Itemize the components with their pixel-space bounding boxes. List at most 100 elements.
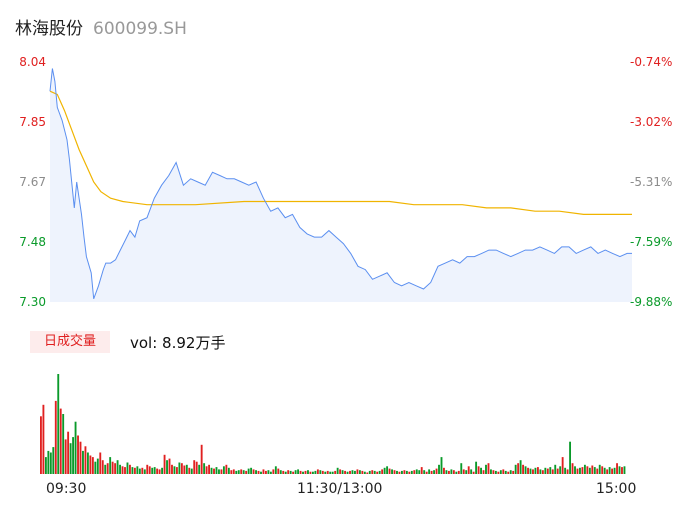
volume-bar — [571, 463, 574, 474]
volume-bar — [86, 452, 89, 474]
volume-bar — [329, 471, 332, 474]
volume-bar — [59, 408, 62, 474]
volume-bar — [188, 467, 191, 474]
volume-bar — [420, 467, 423, 474]
volume-bar — [487, 463, 490, 474]
volume-bar — [475, 461, 478, 474]
daily-volume-tab[interactable]: 日成交量 — [30, 331, 110, 353]
pct-tick-2: -3.02% — [630, 115, 673, 129]
volume-bar — [269, 471, 272, 474]
volume-bar — [274, 466, 277, 474]
volume-bar — [331, 471, 334, 474]
volume-bar — [74, 421, 77, 474]
volume-bar — [334, 470, 337, 474]
volume-bar — [401, 470, 403, 474]
stock-title: 林海股份 600099.SH — [15, 14, 187, 39]
volume-bar — [366, 472, 369, 474]
volume-bar — [485, 464, 487, 474]
volume-bar — [514, 464, 517, 474]
volume-bar — [358, 470, 361, 474]
volume-bar — [351, 470, 354, 474]
volume-bar — [413, 470, 416, 474]
volume-bar — [119, 464, 121, 474]
volume-bar — [408, 471, 411, 474]
volume-bar — [124, 467, 126, 474]
volume-bar — [428, 469, 431, 474]
volume-bar — [534, 467, 537, 474]
volume-bar — [490, 469, 492, 474]
volume-bar — [440, 457, 443, 474]
volume-bar — [168, 458, 171, 474]
volume-bar — [470, 469, 473, 474]
volume-bar — [220, 469, 223, 474]
volume-bar — [383, 467, 386, 474]
y-tick-2: 7.85 — [19, 115, 46, 129]
volume-bar — [114, 463, 117, 474]
volume-bar — [44, 457, 47, 474]
volume-bar — [42, 404, 45, 474]
volume-bar — [126, 462, 129, 474]
volume-bar — [396, 470, 398, 474]
volume-bar — [467, 466, 470, 474]
volume-bar — [163, 454, 166, 474]
volume-bar — [146, 464, 149, 474]
volume-bar — [601, 466, 604, 474]
volume-bar — [494, 470, 497, 474]
x-tick-midday: 11:30/13:00 — [297, 481, 383, 497]
volume-bar — [598, 464, 601, 474]
volume-bar — [527, 467, 529, 474]
volume-bar — [109, 457, 112, 474]
volume-bar — [509, 470, 512, 474]
price-line — [49, 68, 632, 299]
volume-bar — [94, 461, 97, 474]
volume-bar — [596, 468, 599, 474]
volume-bar — [133, 467, 136, 474]
stock-code: 600099.SH — [93, 19, 187, 39]
volume-bar — [136, 466, 139, 474]
volume-bar — [616, 463, 618, 474]
volume-bar — [222, 466, 225, 474]
volume-bar — [438, 464, 440, 474]
volume-bar — [62, 414, 65, 474]
volume-bar — [462, 469, 465, 474]
volume-bar — [378, 470, 381, 474]
volume-bar — [200, 444, 203, 474]
volume-bar — [166, 460, 168, 474]
volume-bar — [504, 470, 507, 474]
volume-bar — [556, 468, 559, 474]
y-tick-1: 8.04 — [19, 55, 46, 69]
volume-bar — [559, 466, 562, 474]
volume-bar — [611, 468, 614, 474]
volume-bar — [297, 469, 300, 474]
volume-bar — [361, 470, 364, 474]
volume-bar — [363, 471, 366, 474]
volume-bar — [447, 470, 450, 474]
volume-bar — [277, 468, 280, 474]
volume-bar — [477, 466, 480, 474]
volume-bar — [203, 463, 206, 474]
volume-bar — [205, 466, 208, 474]
volume-bar — [561, 457, 564, 474]
volume-bar — [279, 470, 282, 474]
volume-bar — [210, 467, 213, 474]
volume-bar — [84, 446, 87, 474]
volume-bar — [549, 467, 552, 474]
volume-bar — [255, 470, 257, 474]
volume-bar — [178, 462, 181, 474]
volume-bar — [517, 463, 520, 474]
volume-bar — [153, 467, 156, 474]
volume-bar — [227, 467, 230, 474]
volume-bar — [532, 469, 534, 474]
volume-bar — [324, 471, 327, 474]
volume-bar — [294, 470, 297, 474]
volume-bar — [336, 467, 339, 474]
x-tick-open: 09:30 — [46, 481, 87, 497]
volume-bar — [519, 460, 522, 474]
volume-bar — [240, 469, 243, 474]
volume-bar — [309, 471, 312, 474]
volume-bar — [354, 470, 356, 474]
volume-bar — [69, 443, 72, 474]
volume-bar — [499, 470, 502, 474]
volume-bar — [371, 470, 374, 474]
